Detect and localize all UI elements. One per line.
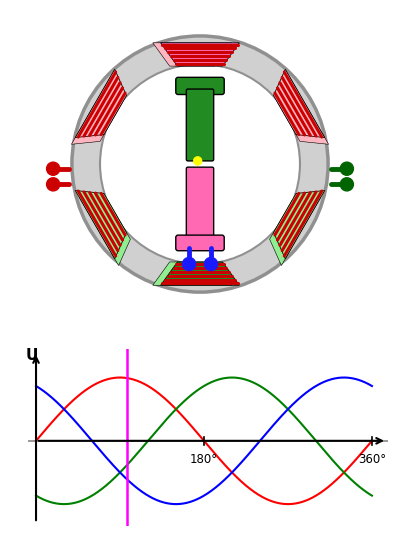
Polygon shape: [270, 197, 321, 265]
Circle shape: [100, 64, 300, 264]
Circle shape: [193, 156, 202, 165]
Polygon shape: [274, 191, 325, 259]
Polygon shape: [79, 197, 130, 265]
Circle shape: [340, 178, 354, 191]
FancyBboxPatch shape: [176, 235, 224, 251]
Polygon shape: [75, 191, 126, 259]
Text: U: U: [26, 348, 38, 363]
Polygon shape: [161, 262, 239, 285]
FancyBboxPatch shape: [186, 89, 214, 161]
Text: 360°: 360°: [358, 453, 386, 467]
Circle shape: [182, 257, 196, 271]
Polygon shape: [161, 43, 239, 66]
Polygon shape: [153, 43, 232, 66]
Polygon shape: [75, 69, 126, 137]
Circle shape: [204, 257, 218, 271]
Circle shape: [340, 162, 354, 175]
Circle shape: [46, 162, 60, 175]
Polygon shape: [274, 69, 325, 137]
Polygon shape: [153, 262, 232, 285]
Circle shape: [72, 36, 328, 292]
Polygon shape: [72, 76, 122, 144]
FancyBboxPatch shape: [176, 77, 224, 95]
Polygon shape: [278, 76, 328, 144]
Text: 180°: 180°: [190, 453, 218, 467]
FancyBboxPatch shape: [186, 167, 214, 239]
Circle shape: [46, 178, 60, 191]
